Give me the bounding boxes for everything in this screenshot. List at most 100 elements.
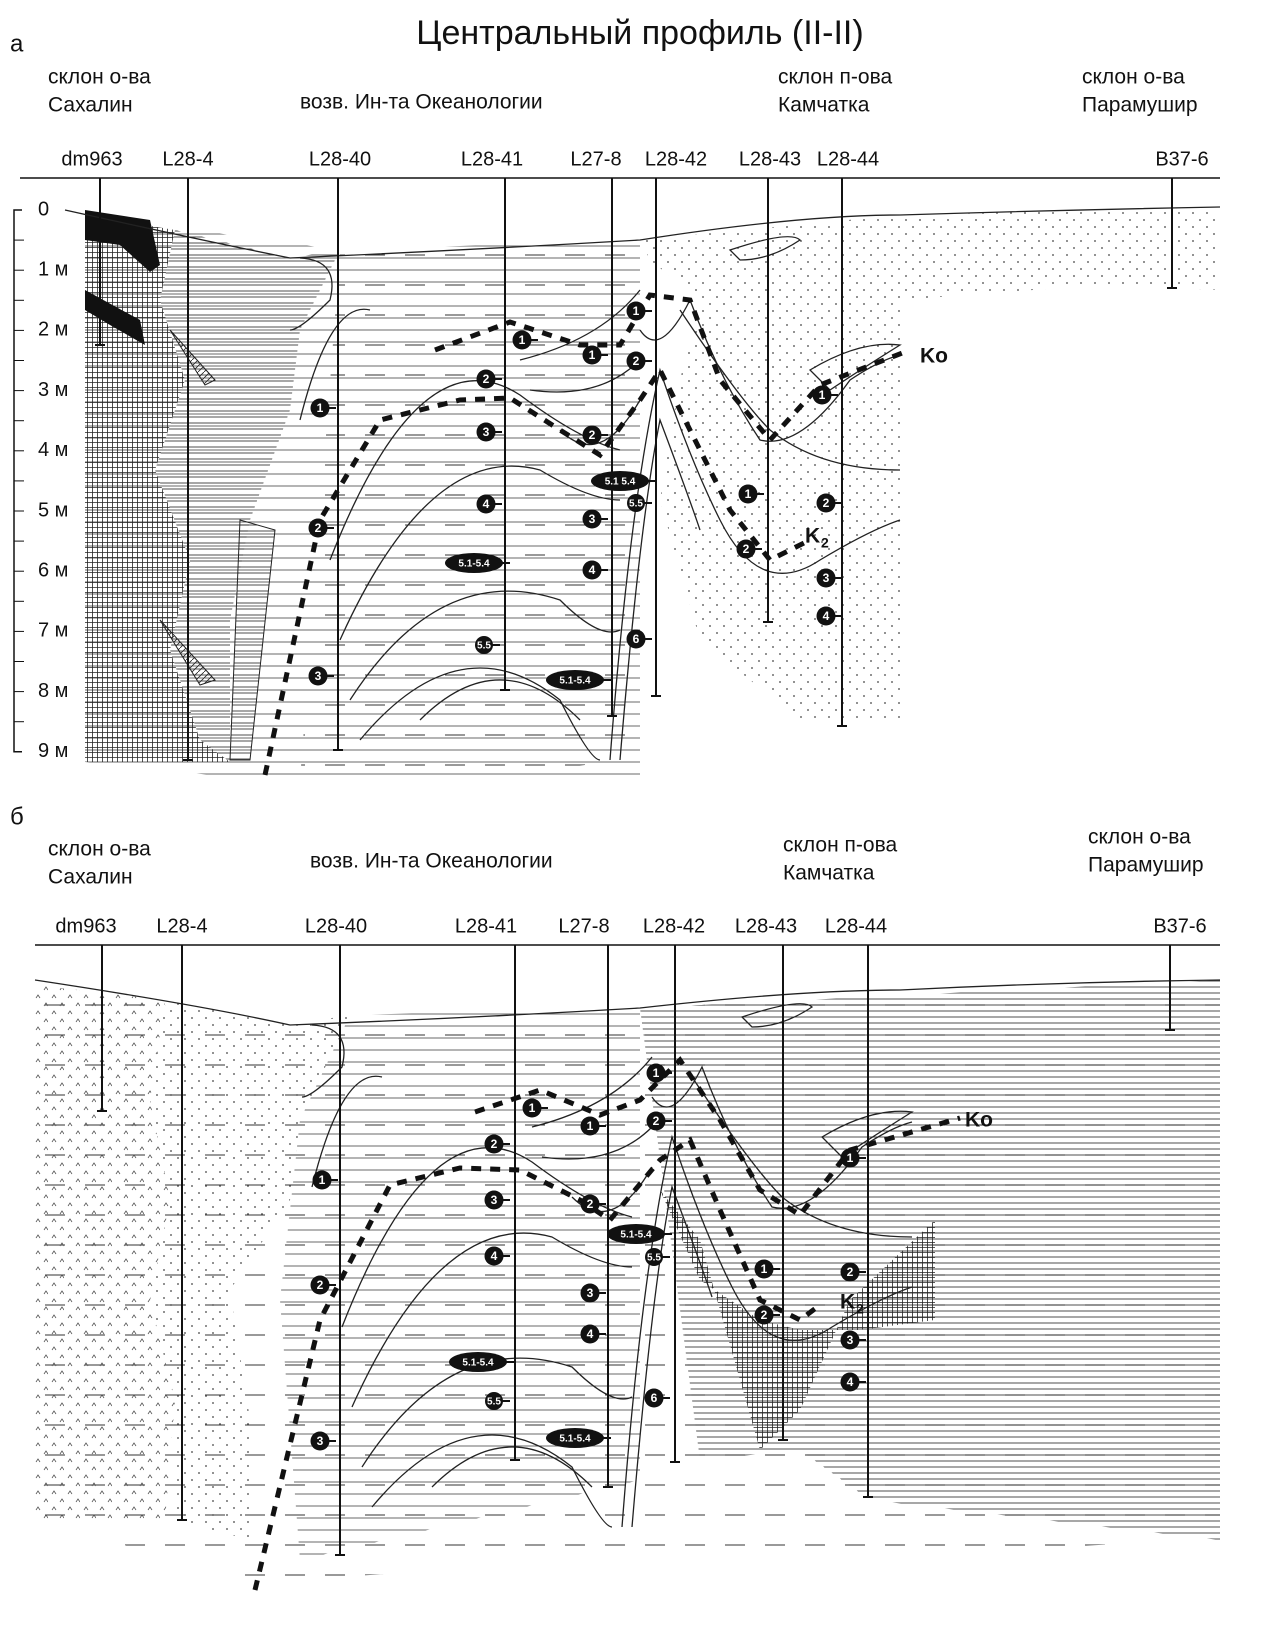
- depth-label: 4 м: [38, 439, 68, 461]
- marker-label: 1: [761, 1262, 768, 1276]
- depth-label: 7 м: [38, 620, 68, 642]
- marker-label: 2: [633, 354, 640, 368]
- core-label: L28-40: [309, 148, 371, 170]
- marker-label: 5.5: [647, 1253, 661, 1264]
- marker-label: 1: [847, 1151, 854, 1165]
- panel-b-geology: [35, 945, 1220, 1590]
- region-label: Парамушир: [1082, 94, 1198, 117]
- marker-label: 4: [847, 1375, 854, 1389]
- marker-label: 5.1 5.4: [605, 477, 636, 488]
- horizon-subscript: 2: [856, 1301, 864, 1317]
- core-label: L28-4: [156, 915, 207, 937]
- marker-label: 4: [491, 1249, 498, 1263]
- marker-label: 4: [483, 497, 490, 511]
- region-label: склон о-ва: [48, 838, 151, 861]
- region-label: Камчатка: [778, 94, 870, 117]
- horizon-label: K: [805, 525, 820, 548]
- marker-label: 1: [653, 1066, 660, 1080]
- marker-label: 5.1-5.4: [462, 1358, 494, 1369]
- core-label: L27-8: [558, 915, 609, 937]
- depth-label: 2 м: [38, 319, 68, 341]
- title: Центральный профиль (II-II): [416, 14, 863, 52]
- marker-label: 1: [633, 304, 640, 318]
- marker-label: 2: [589, 428, 596, 442]
- marker-label: 1: [589, 348, 596, 362]
- region-label: Сахалин: [48, 866, 133, 889]
- marker-label: 2: [317, 1278, 324, 1292]
- marker-label: 2: [653, 1114, 660, 1128]
- marker-label: 5.5: [477, 641, 491, 652]
- region-label: склон п-ова: [778, 66, 892, 89]
- core-label: L28-42: [645, 148, 707, 170]
- panel-label: б: [10, 803, 24, 830]
- marker-label: 1: [819, 388, 826, 402]
- core-label: L28-43: [735, 915, 797, 937]
- core-label: L28-44: [817, 148, 879, 170]
- marker-label: 5.1-5.4: [559, 1434, 591, 1445]
- marker-label: 3: [317, 1434, 324, 1448]
- region-label: Парамушир: [1088, 854, 1204, 877]
- core-label: L27-8: [570, 148, 621, 170]
- region-label: склон о-ва: [48, 66, 151, 89]
- marker-label: 4: [589, 563, 596, 577]
- core-label: B37-6: [1155, 148, 1208, 170]
- core-label: dm963: [61, 148, 122, 170]
- figure: Центральный профиль (II-II) а склон о-ва С…: [0, 0, 1270, 1628]
- core-label: L28-43: [739, 148, 801, 170]
- region-label: склон о-ва: [1082, 66, 1185, 89]
- marker-label: 1: [319, 1173, 326, 1187]
- marker-label: 1: [529, 1101, 536, 1115]
- marker-label: 3: [589, 512, 596, 526]
- marker-label: 2: [587, 1197, 594, 1211]
- marker-label: 2: [761, 1308, 768, 1322]
- core-label: L28-41: [461, 148, 523, 170]
- core-label: dm963: [55, 915, 116, 937]
- marker-label: 1: [317, 401, 324, 415]
- marker-label: 6: [651, 1391, 658, 1405]
- marker-label: 2: [743, 542, 750, 556]
- marker-label: 2: [483, 372, 490, 386]
- marker-label: 2: [315, 521, 322, 535]
- marker-label: 4: [823, 609, 830, 623]
- marker-label: 2: [847, 1265, 854, 1279]
- marker-label: 3: [823, 571, 830, 585]
- horizon-label: Ko: [965, 1109, 993, 1132]
- region-label: Камчатка: [783, 862, 875, 885]
- horizon-subscript: 2: [821, 535, 829, 551]
- core-label: B37-6: [1153, 915, 1206, 937]
- marker-label: 3: [491, 1193, 498, 1207]
- marker-label: 1: [745, 487, 752, 501]
- region-label: возв. Ин-та Океанологии: [310, 850, 553, 873]
- marker-label: 2: [823, 496, 830, 510]
- core-label: L28-44: [825, 915, 887, 937]
- marker-label: 5.5: [487, 1397, 501, 1408]
- depth-label: 6 м: [38, 559, 68, 581]
- marker-label: 6: [633, 632, 640, 646]
- core-label: L28-41: [455, 915, 517, 937]
- marker-label: 3: [587, 1286, 594, 1300]
- marker-label: 3: [847, 1333, 854, 1347]
- marker-label: 5.1-5.4: [559, 676, 591, 687]
- marker-label: 1: [519, 333, 526, 347]
- depth-label: 0: [38, 198, 49, 220]
- core-label: L28-42: [643, 915, 705, 937]
- panel-label: а: [10, 30, 24, 57]
- marker-label: 1: [587, 1119, 594, 1133]
- marker-label: 5.1-5.4: [458, 559, 490, 570]
- horizon-label: Ko: [920, 345, 948, 368]
- depth-label: 3 м: [38, 379, 68, 401]
- region-label: склон п-ова: [783, 834, 897, 857]
- core-label: L28-4: [162, 148, 213, 170]
- marker-label: 5.5: [629, 499, 643, 510]
- depth-label: 9 м: [38, 740, 68, 762]
- marker-label: 2: [491, 1137, 498, 1151]
- region-label: возв. Ин-та Океанологии: [300, 91, 543, 114]
- marker-label: 5.1-5.4: [620, 1230, 652, 1241]
- region-label: склон о-ва: [1088, 826, 1191, 849]
- depth-label: 8 м: [38, 680, 68, 702]
- core-label: L28-40: [305, 915, 367, 937]
- marker-label: 3: [315, 669, 322, 683]
- depth-label: 5 м: [38, 499, 68, 521]
- depth-label: 1 м: [38, 258, 68, 280]
- marker-label: 3: [483, 425, 490, 439]
